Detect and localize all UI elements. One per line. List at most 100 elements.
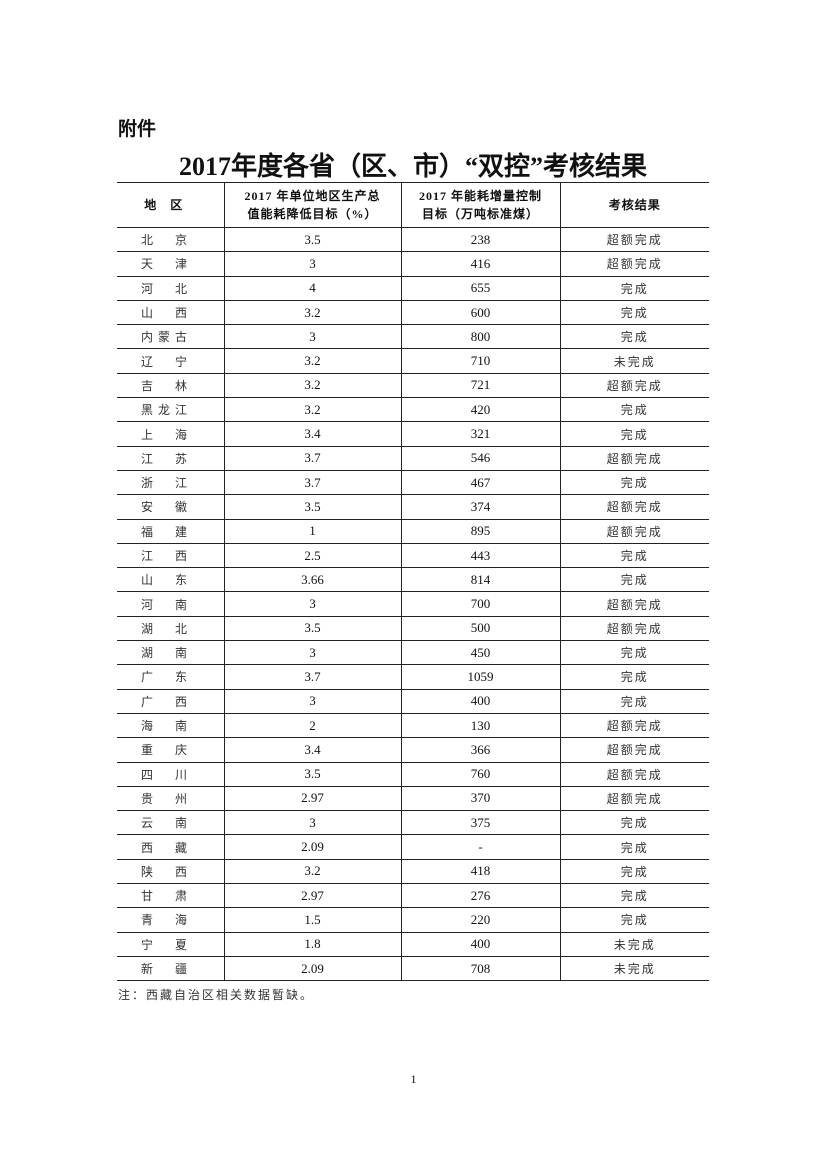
intensity-target-cell: 1 xyxy=(223,518,401,544)
region-cell: 黑龙江 xyxy=(117,397,224,423)
table-header-row: 地区 2017 年单位地区生产总 值能耗降低目标（%） 2017 年能耗增量控制目… xyxy=(117,182,709,228)
region-name: 江苏 xyxy=(141,451,187,466)
attachment-label: 附件 xyxy=(118,118,157,140)
result-cell: 完成 xyxy=(559,397,709,423)
table-row: 黑龙江 3.2 420 完成 xyxy=(117,397,709,423)
intensity-target-cell: 3.5 xyxy=(223,226,401,253)
result-cell: 超额完成 xyxy=(559,591,709,617)
region-name: 山西 xyxy=(141,306,187,321)
result-cell: 完成 xyxy=(559,299,709,326)
intensity-target-cell: 3.7 xyxy=(223,664,401,690)
table-row: 山东 3.66 814 完成 xyxy=(117,567,709,593)
intensity-target-cell: 2.97 xyxy=(223,785,401,812)
increment-target-cell: 276 xyxy=(400,883,560,909)
document-title: 2017年度各省（区、市）“双控”考核结果 xyxy=(178,152,647,181)
region-name: 广西 xyxy=(141,694,187,709)
footnote: 注：西藏自治区相关数据暂缺。 xyxy=(118,988,315,1002)
result-cell: 完成 xyxy=(559,858,709,885)
intensity-target-cell: 3.2 xyxy=(223,372,401,399)
result-cell: 未完成 xyxy=(559,931,709,957)
region-cell: 甘肃 xyxy=(117,883,224,909)
result-cell: 超额完成 xyxy=(559,372,709,399)
increment-target-cell: 467 xyxy=(400,469,560,496)
result-cell: 超额完成 xyxy=(559,518,709,544)
increment-target-cell: 321 xyxy=(400,421,560,447)
region-cell: 河北 xyxy=(117,275,224,301)
result-cell: 完成 xyxy=(559,542,709,569)
intensity-target-cell: 3.2 xyxy=(223,397,401,423)
table-row: 内蒙古 3 800 完成 xyxy=(117,324,709,350)
region-name: 北京 xyxy=(141,233,187,248)
region-name: 广东 xyxy=(141,670,187,685)
increment-target-cell: 1059 xyxy=(400,664,560,690)
increment-target-cell: 366 xyxy=(400,737,560,763)
header-increment-target: 2017 年能耗增量控制 目标（万吨标准煤） xyxy=(400,182,560,228)
table-row: 云南 3 375 完成 xyxy=(117,810,709,836)
intensity-target-cell: 3 xyxy=(223,688,401,714)
increment-target-cell: 600 xyxy=(400,299,560,326)
table-row: 广西 3 400 完成 xyxy=(117,688,709,714)
intensity-target-cell: 3.2 xyxy=(223,348,401,374)
increment-target-cell: 546 xyxy=(400,445,560,471)
increment-target-cell: 710 xyxy=(400,348,560,374)
result-cell: 完成 xyxy=(559,907,709,933)
region-name: 四川 xyxy=(141,767,187,782)
region-cell: 贵州 xyxy=(117,785,224,812)
region-name: 湖北 xyxy=(141,621,187,636)
region-cell: 江苏 xyxy=(117,445,224,471)
intensity-target-cell: 3 xyxy=(223,810,401,836)
intensity-target-cell: 3.2 xyxy=(223,299,401,326)
intensity-target-cell: 3.4 xyxy=(223,737,401,763)
header-line: 目标（万吨标准煤） xyxy=(421,207,539,221)
region-cell: 重庆 xyxy=(117,737,224,763)
intensity-target-cell: 1.8 xyxy=(223,931,401,957)
intensity-target-cell: 3.4 xyxy=(223,421,401,447)
intensity-target-cell: 3.2 xyxy=(223,858,401,885)
result-cell: 超额完成 xyxy=(559,226,709,253)
increment-target-cell: 814 xyxy=(400,567,560,593)
region-cell: 江西 xyxy=(117,542,224,569)
increment-target-cell: 130 xyxy=(400,712,560,739)
intensity-target-cell: 3.5 xyxy=(223,615,401,642)
region-name: 云南 xyxy=(141,816,187,831)
region-name: 贵州 xyxy=(141,791,187,806)
results-table: 地区 2017 年单位地区生产总 值能耗降低目标（%） 2017 年能耗增量控制目… xyxy=(117,182,709,982)
increment-target-cell: 721 xyxy=(400,372,560,399)
table-row: 海南 2 130 超额完成 xyxy=(117,712,709,739)
page-number: 1 xyxy=(410,1072,417,1086)
intensity-target-cell: 4 xyxy=(223,275,401,301)
region-name: 西藏 xyxy=(141,840,187,855)
intensity-target-cell: 3 xyxy=(223,324,401,350)
region-cell: 河南 xyxy=(117,591,224,617)
region-name: 天津 xyxy=(141,257,187,272)
result-cell: 完成 xyxy=(559,810,709,836)
intensity-target-cell: 3.5 xyxy=(223,494,401,520)
region-cell: 浙江 xyxy=(117,469,224,496)
region-name: 福建 xyxy=(141,524,187,539)
table-row: 上海 3.4 321 完成 xyxy=(117,421,709,447)
table-row: 湖南 3 450 完成 xyxy=(117,640,709,666)
header-result: 考核结果 xyxy=(559,182,709,228)
intensity-target-cell: 3 xyxy=(223,251,401,277)
increment-target-cell: 400 xyxy=(400,688,560,714)
table-row: 贵州 2.97 370 超额完成 xyxy=(117,785,709,812)
table-row: 重庆 3.4 366 超额完成 xyxy=(117,737,709,763)
increment-target-cell: 700 xyxy=(400,591,560,617)
table-row: 安徽 3.5 374 超额完成 xyxy=(117,494,709,520)
result-cell: 超额完成 xyxy=(559,615,709,642)
intensity-target-cell: 1.5 xyxy=(223,907,401,933)
region-name: 辽宁 xyxy=(141,354,187,369)
table-row: 四川 3.5 760 超额完成 xyxy=(117,761,709,787)
result-cell: 未完成 xyxy=(559,348,709,374)
result-cell: 超额完成 xyxy=(559,785,709,812)
increment-target-cell: - xyxy=(400,834,560,860)
intensity-target-cell: 3 xyxy=(223,591,401,617)
region-cell: 吉林 xyxy=(117,372,224,399)
region-cell: 湖北 xyxy=(117,615,224,642)
intensity-target-cell: 3.66 xyxy=(223,567,401,593)
result-cell: 完成 xyxy=(559,324,709,350)
result-cell: 完成 xyxy=(559,275,709,301)
table-row: 新疆 2.09 708 未完成 xyxy=(117,955,709,982)
table-row: 河南 3 700 超额完成 xyxy=(117,591,709,617)
region-name: 内蒙古 xyxy=(141,330,187,345)
